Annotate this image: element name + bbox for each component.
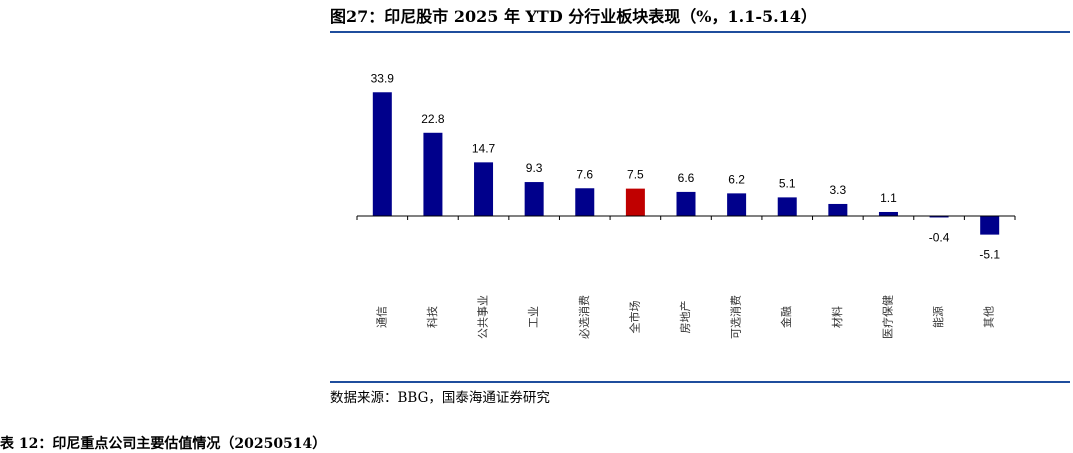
category-label-11: 能源: [931, 306, 945, 328]
bar-10: [878, 211, 898, 216]
category-label-7: 可选消费: [729, 295, 743, 339]
category-label-12: 其他: [983, 306, 996, 328]
value-label-7: 6.2: [728, 172, 745, 186]
category-label-10: 医疗保健: [880, 295, 894, 339]
category-label-5: 全市场: [627, 301, 641, 334]
bar-5: [625, 188, 645, 216]
bar-1: [423, 132, 443, 216]
value-labels-group: 33.9 22.8 14.7 9.3 7.6 7.5 6.6 6.2 5.1 3.3 1.1 -0.4…: [371, 71, 1001, 261]
bar-8: [777, 197, 797, 216]
x-axis-ticks-group: [356, 216, 1016, 220]
value-label-11: -0.4: [929, 230, 950, 244]
bar-chart: 33.9 22.8 14.7 9.3 7.6 7.5 6.6 6.2 5.1 3.3 1.1 -0.4…: [356, 71, 1016, 339]
value-label-0: 33.9: [371, 71, 395, 85]
category-label-8: 金融: [779, 306, 793, 328]
bar-6: [676, 191, 696, 216]
category-label-1: 科技: [425, 306, 439, 328]
value-label-5: 7.5: [627, 168, 644, 182]
value-label-1: 22.8: [421, 112, 445, 126]
source-rule: [330, 381, 1070, 383]
value-label-6: 6.6: [678, 171, 695, 185]
category-label-9: 材料: [830, 306, 844, 328]
value-label-12: -5.1: [979, 248, 1000, 262]
bar-12: [980, 216, 1000, 235]
bar-3: [524, 182, 544, 216]
next-table-caption: 表 12：印尼重点公司主要估值情况（20250514）: [0, 436, 327, 452]
title-rule: [330, 31, 1070, 33]
value-label-3: 9.3: [526, 161, 543, 175]
category-label-6: 房地产: [678, 301, 692, 334]
bars-group: [372, 92, 1000, 235]
category-labels-group: 通信 科技 公共事业 工业 必选消费 全市场 房地产 可选消费 金融 材料 医疗保健 能源 其他: [375, 295, 995, 339]
value-label-9: 3.3: [830, 183, 847, 197]
category-label-3: 工业: [527, 306, 540, 328]
bar-0: [372, 92, 392, 216]
category-label-4: 必选消费: [577, 295, 591, 339]
figure-title: 图27：印尼股市 2025 年 YTD 分行业板块表现（%，1.1-5.14）: [330, 7, 817, 26]
value-label-8: 5.1: [779, 176, 796, 190]
category-label-0: 通信: [375, 306, 388, 328]
bar-4: [575, 188, 595, 216]
value-label-4: 7.6: [576, 167, 593, 181]
category-label-2: 公共事业: [477, 295, 490, 339]
source-note: 数据来源：BBG，国泰海通证券研究: [330, 390, 550, 406]
bar-9: [828, 203, 848, 216]
value-label-2: 14.7: [472, 141, 496, 155]
bar-7: [727, 193, 747, 216]
bar-2: [474, 162, 494, 216]
value-label-10: 1.1: [880, 191, 897, 205]
bar-11: [929, 216, 949, 218]
